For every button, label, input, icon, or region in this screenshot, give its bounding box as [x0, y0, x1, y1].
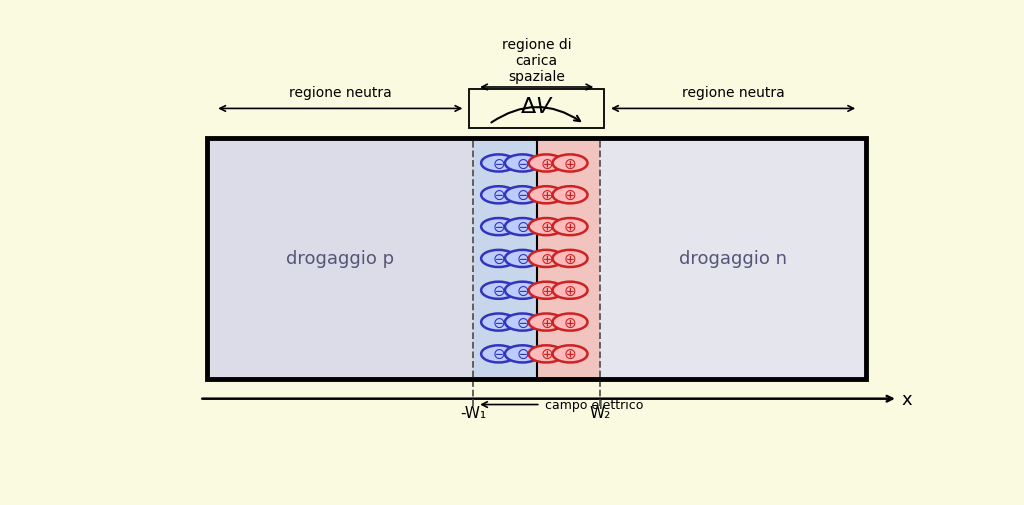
Bar: [207, 138, 866, 379]
Text: regione neutra: regione neutra: [289, 85, 391, 99]
Text: $\ominus$: $\ominus$: [492, 283, 505, 298]
Bar: [537, 138, 600, 379]
Circle shape: [505, 219, 540, 236]
Circle shape: [528, 345, 563, 363]
Circle shape: [505, 282, 540, 299]
Text: drogaggio p: drogaggio p: [287, 250, 394, 268]
Circle shape: [528, 219, 563, 236]
Text: $\ominus$: $\ominus$: [516, 220, 529, 235]
Bar: [469, 90, 604, 129]
Text: $\ominus$: $\ominus$: [516, 251, 529, 267]
Text: regione neutra: regione neutra: [682, 85, 784, 99]
Text: $\ominus$: $\ominus$: [516, 347, 529, 362]
Text: $\oplus$: $\oplus$: [540, 188, 553, 203]
Text: $\oplus$: $\oplus$: [563, 156, 577, 171]
Text: drogaggio n: drogaggio n: [679, 250, 787, 268]
Circle shape: [553, 345, 588, 363]
Circle shape: [553, 155, 588, 172]
Text: $\oplus$: $\oplus$: [563, 315, 577, 330]
Circle shape: [481, 187, 516, 204]
Circle shape: [505, 314, 540, 331]
Circle shape: [505, 250, 540, 268]
Circle shape: [553, 314, 588, 331]
Text: $\ominus$: $\ominus$: [492, 188, 505, 203]
Bar: [600, 138, 866, 379]
Text: $\oplus$: $\oplus$: [540, 347, 553, 362]
Text: x: x: [902, 390, 912, 408]
Text: $\ominus$: $\ominus$: [516, 315, 529, 330]
Circle shape: [528, 250, 563, 268]
Text: $\oplus$: $\oplus$: [563, 188, 577, 203]
Circle shape: [528, 155, 563, 172]
Circle shape: [481, 314, 516, 331]
Text: $\oplus$: $\oplus$: [563, 283, 577, 298]
Circle shape: [481, 282, 516, 299]
Text: W₂: W₂: [590, 405, 611, 420]
Circle shape: [481, 345, 516, 363]
Text: campo elettrico: campo elettrico: [545, 398, 643, 411]
Text: -W₁: -W₁: [460, 405, 486, 420]
Circle shape: [505, 187, 540, 204]
Text: $\oplus$: $\oplus$: [540, 283, 553, 298]
Text: $\ominus$: $\ominus$: [492, 315, 505, 330]
Text: $\ominus$: $\ominus$: [492, 347, 505, 362]
Circle shape: [481, 219, 516, 236]
Text: regione di
carica
spaziale: regione di carica spaziale: [502, 38, 571, 84]
Circle shape: [553, 219, 588, 236]
Circle shape: [505, 345, 540, 363]
Bar: [473, 138, 537, 379]
Text: $\oplus$: $\oplus$: [540, 315, 553, 330]
Text: $\oplus$: $\oplus$: [540, 251, 553, 267]
Circle shape: [481, 250, 516, 268]
Text: $\oplus$: $\oplus$: [563, 220, 577, 235]
Circle shape: [528, 282, 563, 299]
Text: $\oplus$: $\oplus$: [540, 156, 553, 171]
Text: $\ominus$: $\ominus$: [492, 251, 505, 267]
Text: $\ominus$: $\ominus$: [516, 188, 529, 203]
Text: $\oplus$: $\oplus$: [563, 347, 577, 362]
Circle shape: [528, 187, 563, 204]
Text: $\ominus$: $\ominus$: [516, 283, 529, 298]
Circle shape: [505, 155, 540, 172]
Text: $\ominus$: $\ominus$: [492, 156, 505, 171]
Text: $\Delta V$: $\Delta V$: [520, 97, 554, 117]
Text: $\oplus$: $\oplus$: [540, 220, 553, 235]
Circle shape: [553, 282, 588, 299]
Circle shape: [553, 250, 588, 268]
Bar: [207, 138, 473, 379]
Text: $\ominus$: $\ominus$: [516, 156, 529, 171]
Circle shape: [528, 314, 563, 331]
Circle shape: [553, 187, 588, 204]
Circle shape: [481, 155, 516, 172]
Text: $\oplus$: $\oplus$: [563, 251, 577, 267]
Text: $\ominus$: $\ominus$: [492, 220, 505, 235]
